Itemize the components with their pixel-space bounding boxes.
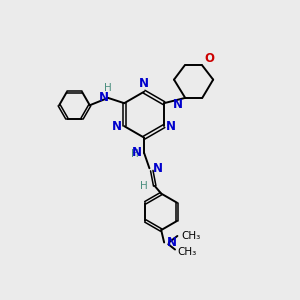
Text: CH₃: CH₃: [177, 247, 196, 257]
Text: N: N: [132, 146, 142, 159]
Text: H: H: [140, 181, 147, 191]
Text: N: N: [166, 120, 176, 133]
Text: N: N: [167, 236, 176, 249]
Text: H: H: [131, 149, 139, 159]
Text: CH₃: CH₃: [181, 231, 200, 241]
Text: O: O: [205, 52, 214, 65]
Text: N: N: [173, 98, 183, 112]
Text: N: N: [139, 76, 149, 90]
Text: H: H: [103, 83, 111, 93]
Text: N: N: [153, 162, 163, 175]
Text: N: N: [112, 120, 122, 133]
Text: N: N: [99, 92, 109, 104]
